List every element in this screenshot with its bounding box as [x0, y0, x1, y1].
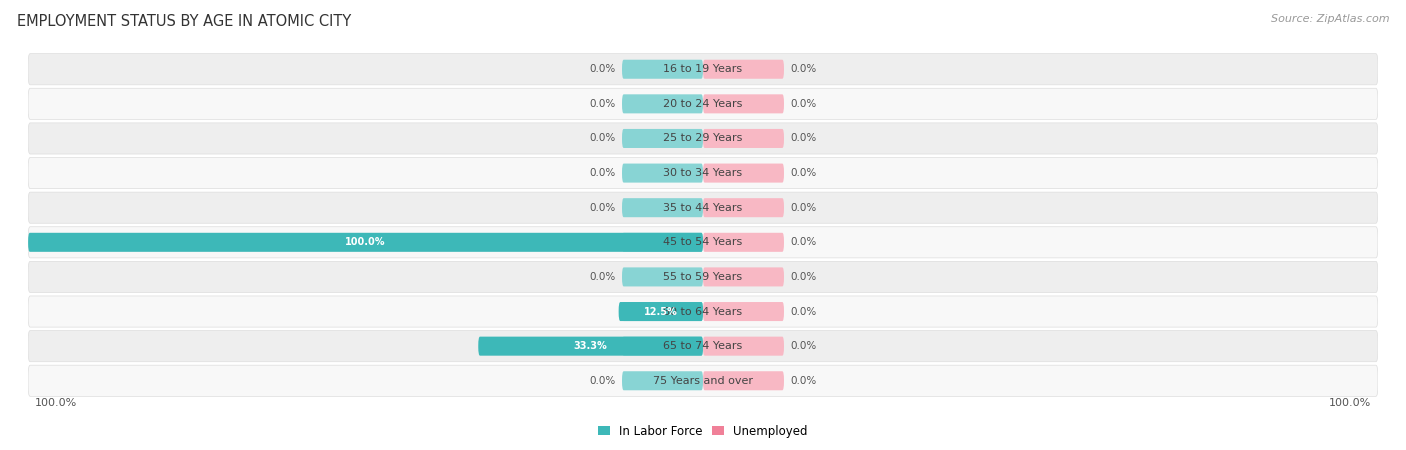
- Text: 0.0%: 0.0%: [790, 64, 817, 74]
- Text: 75 Years and over: 75 Years and over: [652, 376, 754, 386]
- FancyBboxPatch shape: [621, 163, 703, 183]
- FancyBboxPatch shape: [621, 267, 703, 287]
- Legend: In Labor Force, Unemployed: In Labor Force, Unemployed: [593, 420, 813, 442]
- FancyBboxPatch shape: [703, 163, 785, 183]
- Text: 16 to 19 Years: 16 to 19 Years: [664, 64, 742, 74]
- Text: 0.0%: 0.0%: [589, 134, 616, 144]
- FancyBboxPatch shape: [703, 94, 785, 113]
- FancyBboxPatch shape: [703, 233, 785, 252]
- FancyBboxPatch shape: [703, 60, 785, 79]
- Text: 0.0%: 0.0%: [790, 202, 817, 213]
- Text: 0.0%: 0.0%: [589, 376, 616, 386]
- FancyBboxPatch shape: [621, 129, 703, 148]
- Text: 0.0%: 0.0%: [589, 64, 616, 74]
- FancyBboxPatch shape: [28, 158, 1378, 189]
- FancyBboxPatch shape: [28, 365, 1378, 396]
- FancyBboxPatch shape: [28, 192, 1378, 223]
- Text: 33.3%: 33.3%: [574, 341, 607, 351]
- Text: 0.0%: 0.0%: [790, 341, 817, 351]
- Text: 0.0%: 0.0%: [790, 376, 817, 386]
- Text: 0.0%: 0.0%: [589, 99, 616, 109]
- FancyBboxPatch shape: [28, 227, 1378, 258]
- Text: 0.0%: 0.0%: [790, 99, 817, 109]
- FancyBboxPatch shape: [703, 337, 785, 356]
- FancyBboxPatch shape: [621, 337, 703, 356]
- Text: 0.0%: 0.0%: [589, 202, 616, 213]
- Text: 30 to 34 Years: 30 to 34 Years: [664, 168, 742, 178]
- Text: 0.0%: 0.0%: [790, 168, 817, 178]
- FancyBboxPatch shape: [703, 198, 785, 217]
- FancyBboxPatch shape: [703, 129, 785, 148]
- FancyBboxPatch shape: [621, 60, 703, 79]
- Text: 55 to 59 Years: 55 to 59 Years: [664, 272, 742, 282]
- Text: 65 to 74 Years: 65 to 74 Years: [664, 341, 742, 351]
- FancyBboxPatch shape: [28, 123, 1378, 154]
- FancyBboxPatch shape: [703, 371, 785, 390]
- FancyBboxPatch shape: [703, 302, 785, 321]
- FancyBboxPatch shape: [621, 198, 703, 217]
- Text: 0.0%: 0.0%: [790, 237, 817, 248]
- Text: Source: ZipAtlas.com: Source: ZipAtlas.com: [1271, 14, 1389, 23]
- Text: 0.0%: 0.0%: [790, 306, 817, 316]
- Text: 0.0%: 0.0%: [790, 134, 817, 144]
- FancyBboxPatch shape: [28, 88, 1378, 119]
- FancyBboxPatch shape: [621, 302, 703, 321]
- Text: 25 to 29 Years: 25 to 29 Years: [664, 134, 742, 144]
- Text: EMPLOYMENT STATUS BY AGE IN ATOMIC CITY: EMPLOYMENT STATUS BY AGE IN ATOMIC CITY: [17, 14, 352, 28]
- Text: 0.0%: 0.0%: [589, 272, 616, 282]
- FancyBboxPatch shape: [28, 54, 1378, 85]
- FancyBboxPatch shape: [703, 267, 785, 287]
- FancyBboxPatch shape: [28, 261, 1378, 292]
- Text: 100.0%: 100.0%: [1329, 398, 1371, 408]
- Text: 20 to 24 Years: 20 to 24 Years: [664, 99, 742, 109]
- Text: 12.5%: 12.5%: [644, 306, 678, 316]
- FancyBboxPatch shape: [28, 296, 1378, 327]
- Text: 100.0%: 100.0%: [346, 237, 385, 248]
- FancyBboxPatch shape: [478, 337, 703, 356]
- FancyBboxPatch shape: [28, 233, 703, 252]
- Text: 45 to 54 Years: 45 to 54 Years: [664, 237, 742, 248]
- Text: 35 to 44 Years: 35 to 44 Years: [664, 202, 742, 213]
- Text: 0.0%: 0.0%: [790, 272, 817, 282]
- FancyBboxPatch shape: [28, 331, 1378, 362]
- Text: 100.0%: 100.0%: [35, 398, 77, 408]
- FancyBboxPatch shape: [621, 371, 703, 390]
- Text: 60 to 64 Years: 60 to 64 Years: [664, 306, 742, 316]
- FancyBboxPatch shape: [621, 233, 703, 252]
- FancyBboxPatch shape: [619, 302, 703, 321]
- FancyBboxPatch shape: [621, 94, 703, 113]
- Text: 0.0%: 0.0%: [589, 168, 616, 178]
